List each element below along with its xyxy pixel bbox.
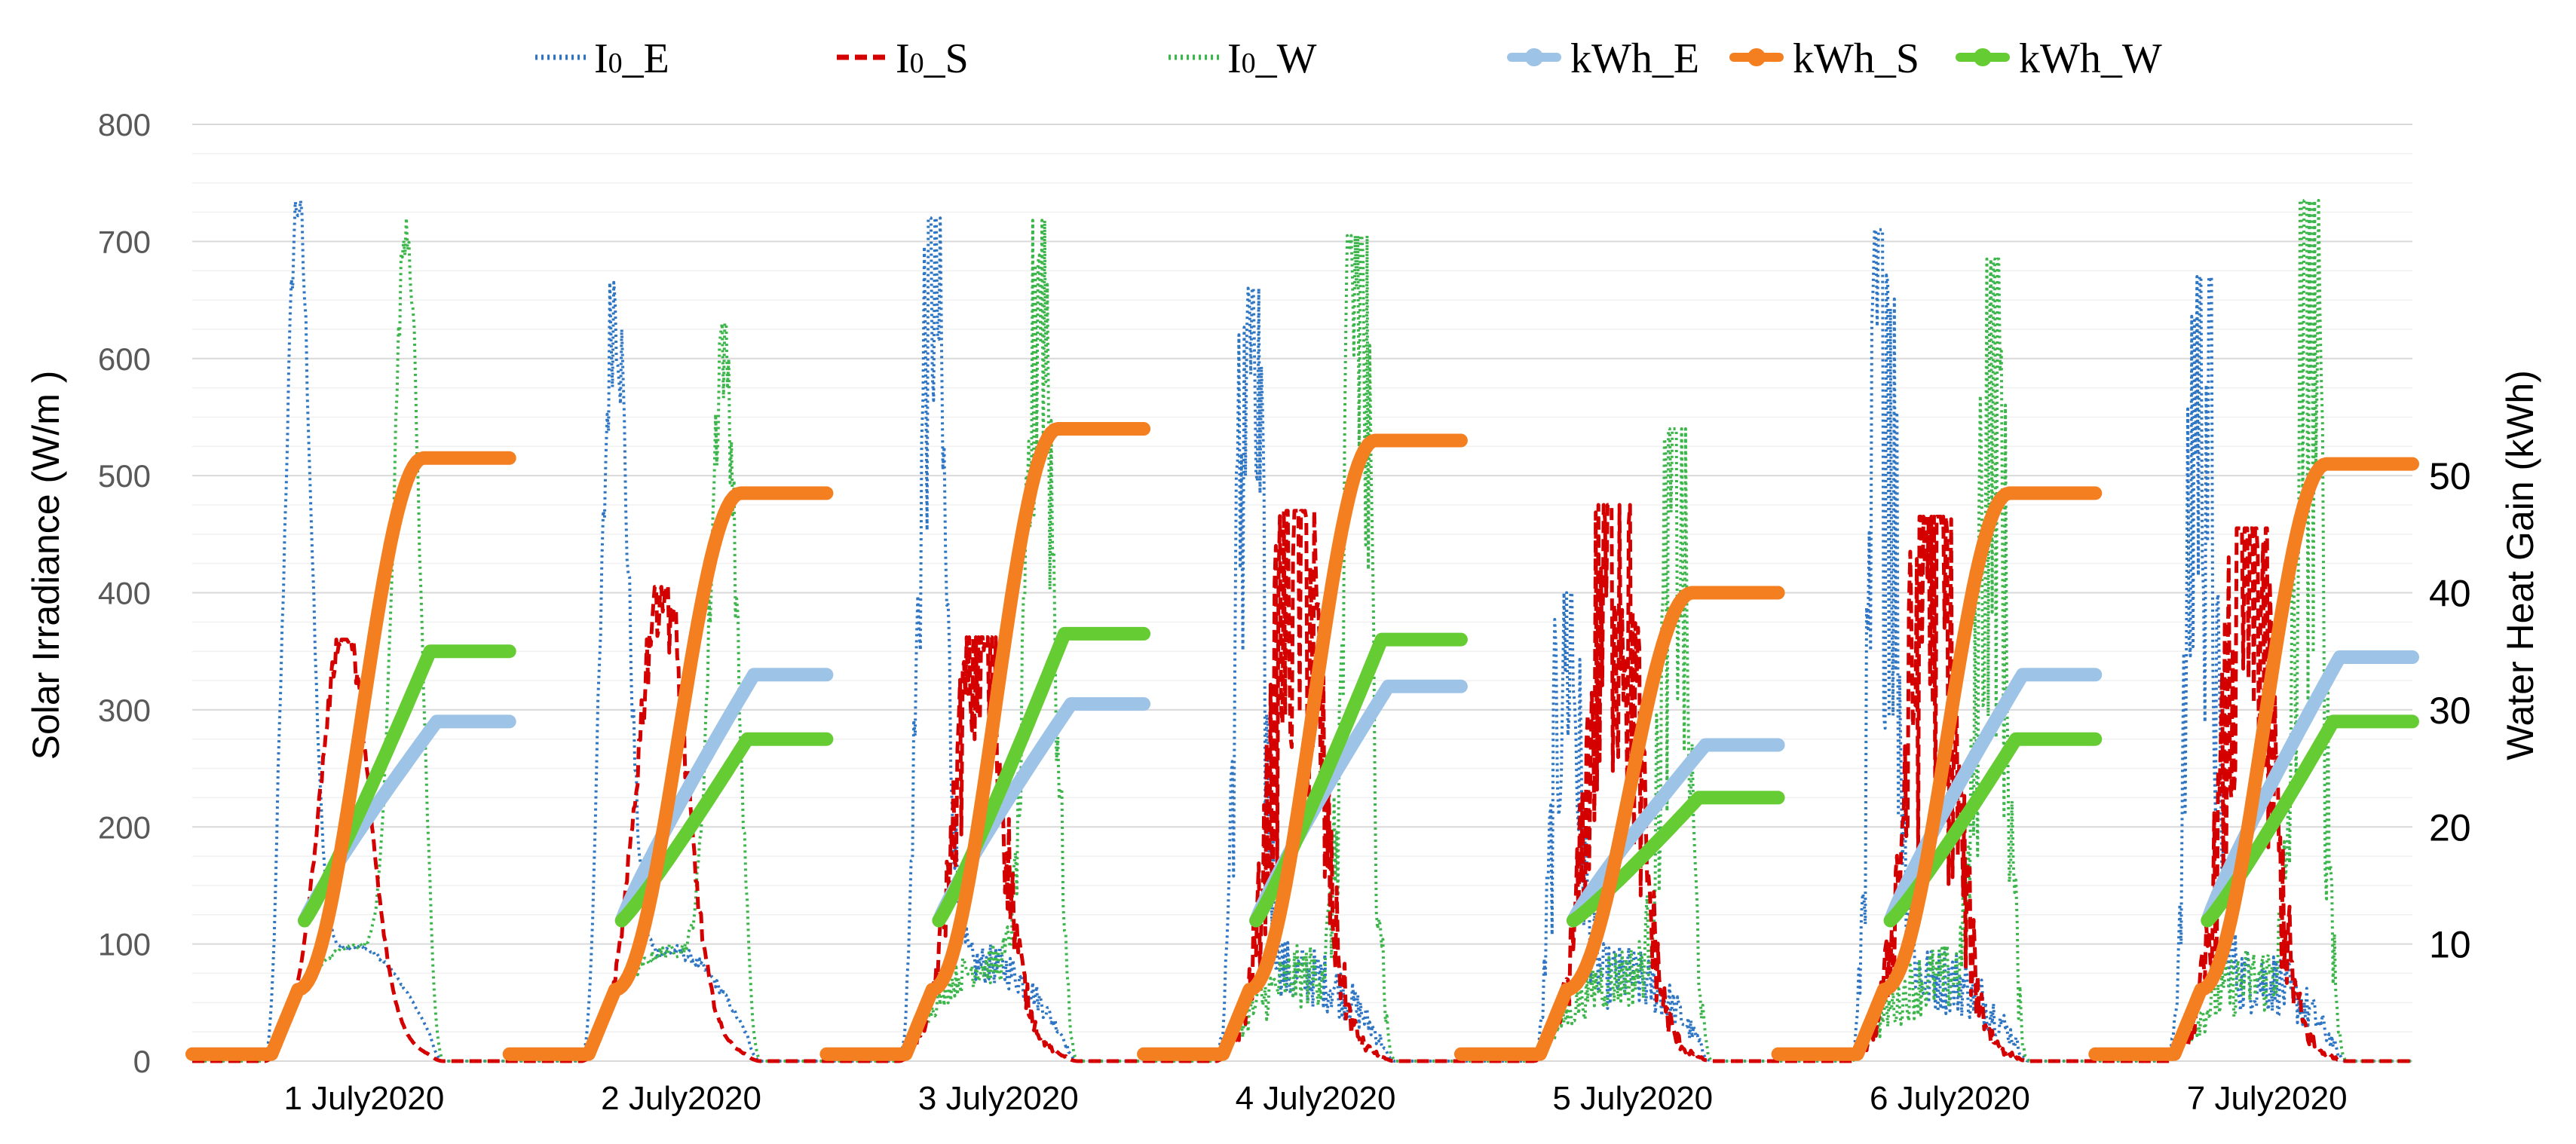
legend-label: I0_E <box>594 35 669 82</box>
line-kwh_s-day-5 <box>1453 586 1785 1061</box>
legend-marker <box>1525 48 1543 66</box>
y-tick-label: 800 <box>98 107 151 142</box>
legend-label: kWh_E <box>1570 35 1699 82</box>
y2-tick-label: 20 <box>2429 806 2471 849</box>
line-kwh_s-day-6 <box>1771 486 2103 1061</box>
x-tick-label: 7 July2020 <box>2187 1080 2348 1117</box>
series-kwh_s <box>185 422 2419 1061</box>
y-tick-label: 100 <box>98 927 151 962</box>
legend-label-rest: _S <box>924 35 969 82</box>
y-tick-label: 700 <box>98 224 151 259</box>
y2-tick-label: 40 <box>2429 573 2471 615</box>
series-i0_s <box>191 503 2412 1063</box>
y-tick-label: 0 <box>133 1044 151 1079</box>
legend-label: I0_W <box>1227 35 1317 82</box>
line-kwh_s-day-4 <box>1137 433 1468 1061</box>
line-kwh_s-day-2 <box>502 486 834 1061</box>
y-tick-label: 400 <box>98 576 151 611</box>
right-axis-ticks: 10 20 30 40 50 <box>2429 455 2471 966</box>
legend-item-i0_w: I0_W <box>1169 35 1317 82</box>
line-kwh_s-day-7 <box>2088 457 2419 1061</box>
legend-label-sub: 0 <box>910 47 924 79</box>
y-tick-label: 600 <box>98 341 151 377</box>
x-tick-label: 4 July2020 <box>1236 1080 1396 1117</box>
x-tick-label: 2 July2020 <box>601 1080 761 1117</box>
legend: I0_E I0_S I0_W kWh_E kWh_S kWh_W <box>535 35 2162 82</box>
legend-item-i0_s: I0_S <box>837 35 969 82</box>
x-tick-label: 1 July2020 <box>283 1080 444 1117</box>
line-kwh_s-day-1 <box>185 451 516 1061</box>
x-tick-label: 5 July2020 <box>1552 1080 1713 1117</box>
legend-label-rest: _W <box>1255 35 1317 82</box>
series-layer <box>185 199 2419 1063</box>
left-axis-ticks: 0 100 200 300 400 500 600 700 800 <box>98 107 151 1079</box>
legend-item-kwh_w: kWh_W <box>1956 35 2162 82</box>
legend-marker <box>1747 48 1766 66</box>
x-tick-label: 6 July2020 <box>1870 1080 2030 1117</box>
legend-label-rest: _E <box>622 35 669 82</box>
line-i0_s <box>191 503 2412 1063</box>
legend-item-i0_e: I0_E <box>535 35 669 82</box>
y2-tick-label: 10 <box>2429 924 2471 966</box>
legend-item-kwh_s: kWh_S <box>1729 35 1919 82</box>
y2-axis-title: Water Heat Gain (kWh) <box>2499 370 2541 760</box>
y2-tick-label: 50 <box>2429 455 2471 497</box>
y2-tick-label: 30 <box>2429 690 2471 732</box>
legend-label: kWh_W <box>2019 35 2162 82</box>
legend-label-sub: 0 <box>1242 47 1256 79</box>
y-tick-label: 500 <box>98 458 151 494</box>
y-tick-label: 200 <box>98 809 151 845</box>
legend-marker <box>1974 48 1992 66</box>
y-axis-title: Solar Irradiance (W/m ) <box>25 371 67 760</box>
legend-label: I0_S <box>896 35 969 82</box>
x-axis-ticks: 1 July2020 2 July2020 3 July2020 4 July2020… <box>283 1080 2347 1117</box>
y-tick-label: 300 <box>98 693 151 728</box>
x-tick-label: 3 July2020 <box>918 1080 1079 1117</box>
legend-item-kwh_e: kWh_E <box>1507 35 1699 82</box>
legend-label-sub: 0 <box>608 47 623 79</box>
legend-label: kWh_S <box>1793 35 1919 82</box>
line-kwh_s-day-3 <box>819 422 1151 1061</box>
